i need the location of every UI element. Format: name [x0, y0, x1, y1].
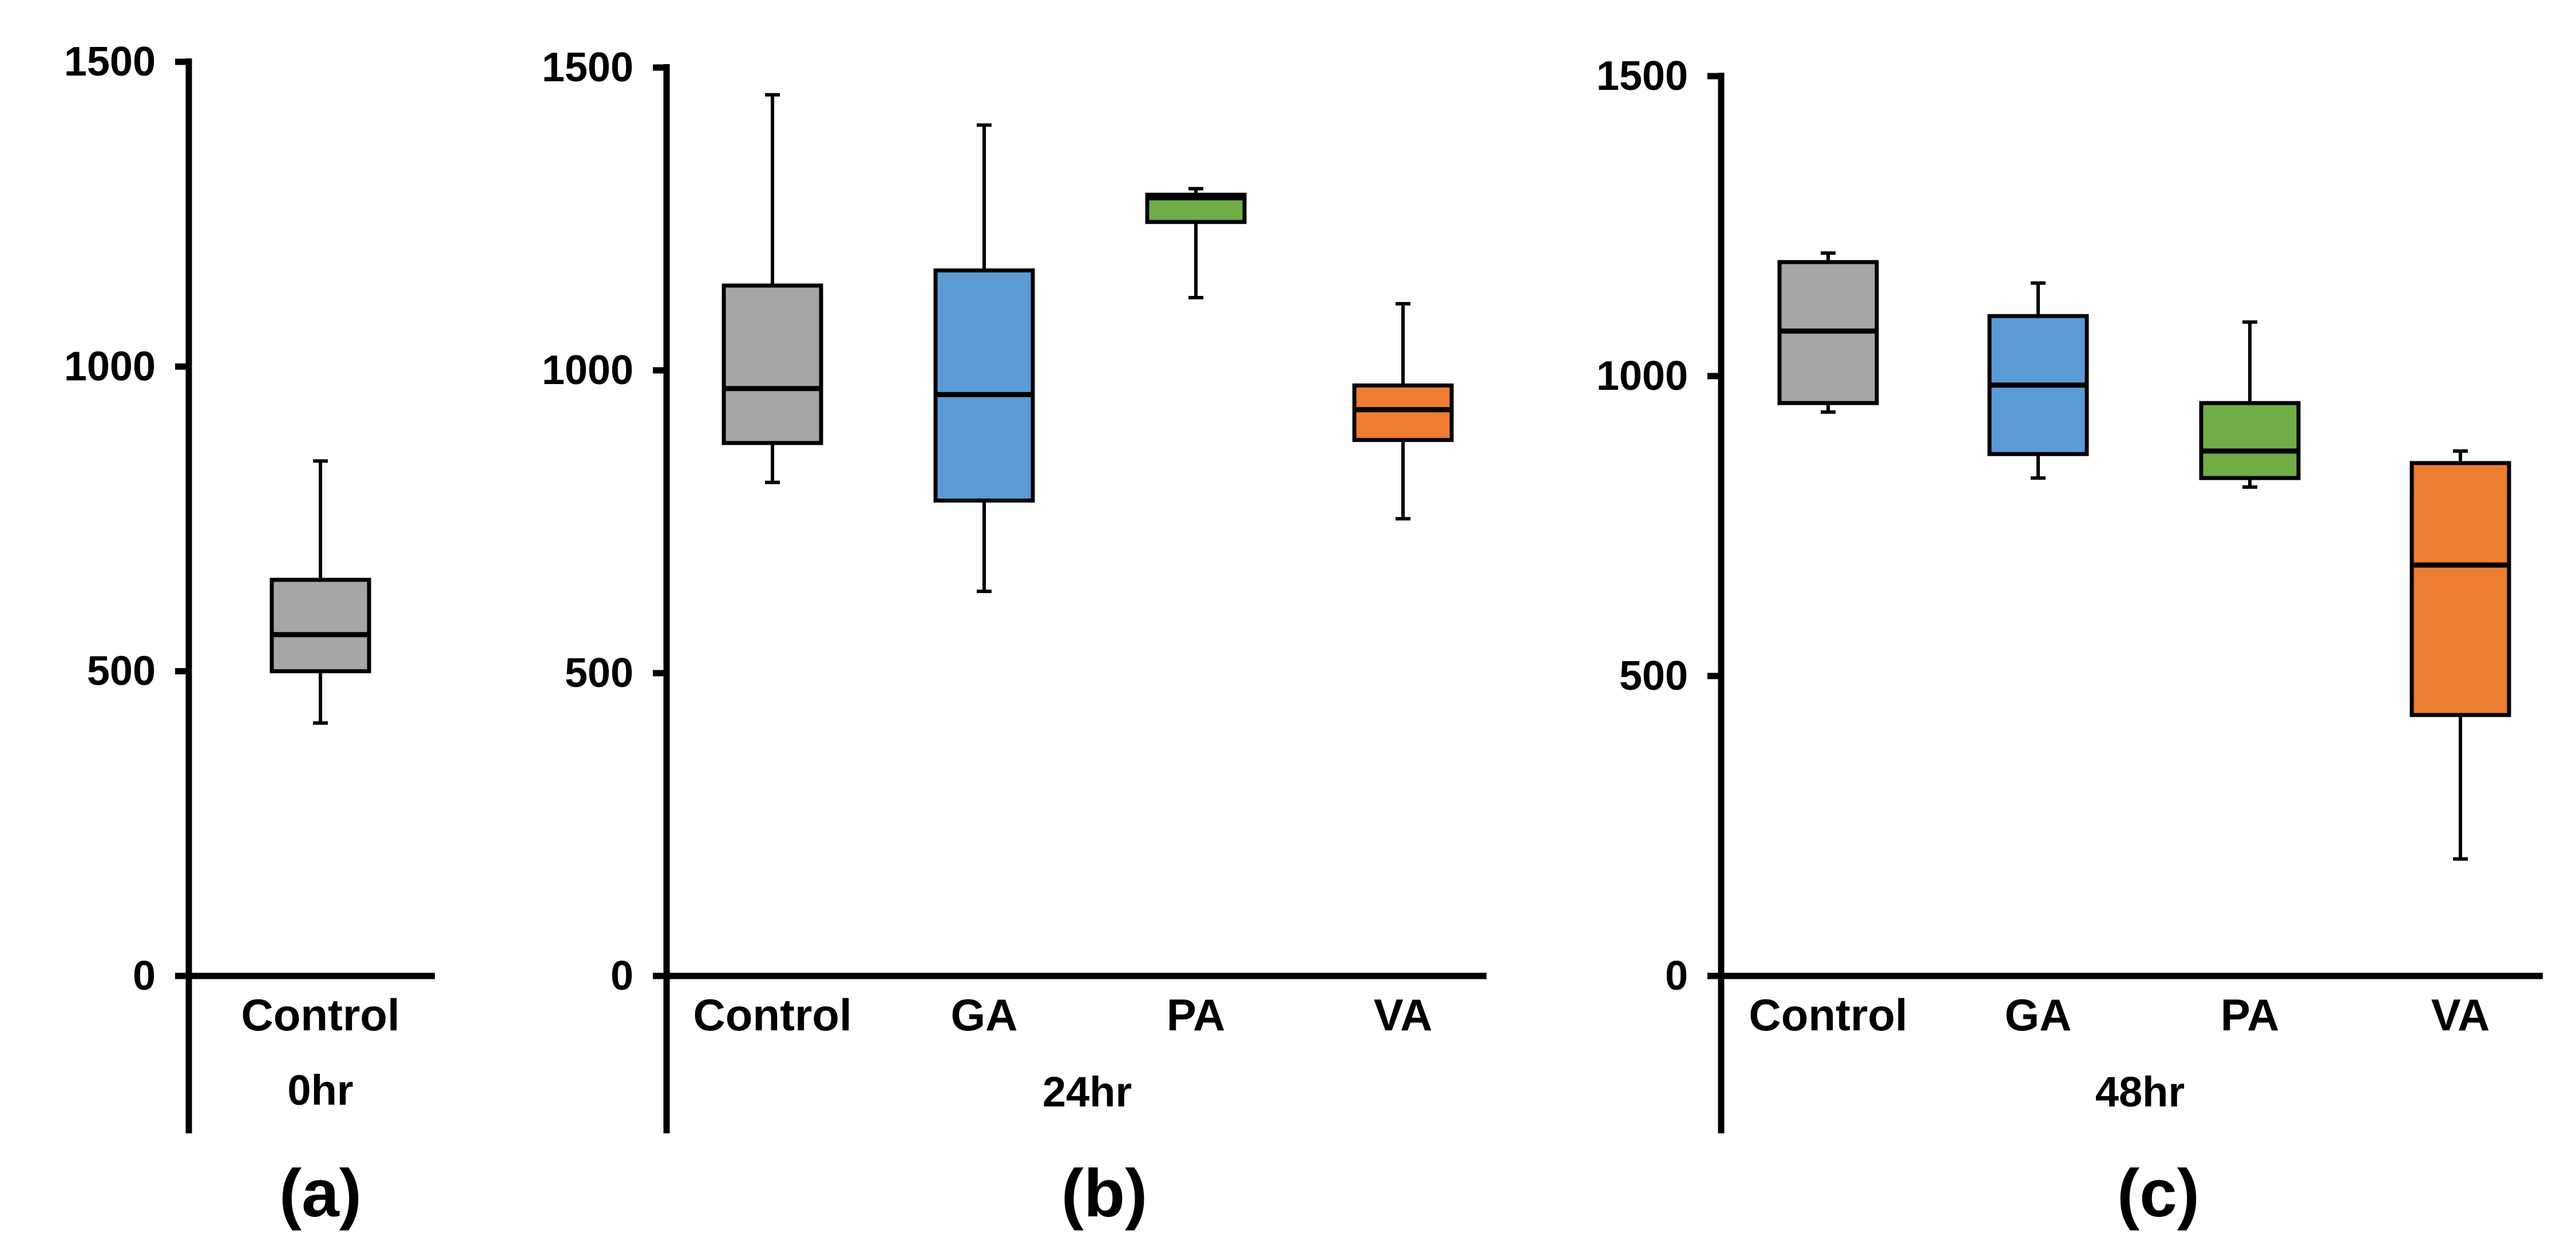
y-tick-label: 1000: [1596, 353, 1688, 399]
category-label: Control: [241, 990, 399, 1040]
chart-panel-1: 0 500 1000 1500 Control GA PA VA 24hr (b): [542, 45, 1487, 1231]
category-label: VA: [1374, 990, 1433, 1040]
y-tick-label: 1500: [542, 45, 633, 90]
y-tick-label: 1500: [1596, 53, 1688, 99]
y-tick-label: 0: [1665, 953, 1688, 999]
box-ga: [1987, 281, 2089, 480]
box-pa: [2199, 320, 2301, 489]
box-ga: [933, 123, 1035, 594]
category-label: VA: [2431, 990, 2490, 1040]
panel-label: (c): [2117, 1156, 2199, 1231]
category-label: Control: [1749, 990, 1907, 1040]
box-va: [1352, 302, 1454, 521]
x-axis-title: 48hr: [2095, 1068, 2185, 1116]
category-label: PA: [2221, 990, 2280, 1040]
x-axis-title: 0hr: [287, 1066, 353, 1114]
box-control: [722, 93, 823, 484]
y-tick-label: 500: [1619, 653, 1688, 699]
panel-label: (a): [279, 1156, 362, 1231]
box-rect: [2199, 401, 2301, 480]
box-rect: [2409, 461, 2511, 717]
box-rect: [933, 268, 1035, 503]
category-label: GA: [2005, 990, 2072, 1040]
category-label: GA: [951, 990, 1018, 1040]
y-tick-label: 1500: [64, 39, 156, 85]
y-tick-label: 500: [565, 650, 633, 696]
chart-panel-2: 0 500 1000 1500 Control GA PA VA 48hr (c): [1596, 53, 2543, 1231]
category-label: PA: [1167, 990, 1226, 1040]
panel-label: (b): [1061, 1156, 1148, 1231]
box-control: [270, 459, 371, 725]
box-control: [1777, 251, 1879, 414]
x-axis-title: 24hr: [1043, 1068, 1132, 1116]
box-rect: [270, 578, 371, 674]
box-pa: [1145, 187, 1247, 300]
y-tick-label: 1000: [64, 343, 156, 389]
box-va: [2409, 449, 2511, 861]
box-rect: [1352, 383, 1454, 442]
y-tick-label: 0: [133, 953, 156, 999]
y-tick-label: 0: [611, 953, 633, 999]
y-tick-label: 1000: [542, 347, 633, 393]
chart-panel-0: 0 500 1000 1500 Control 0hr (a): [64, 39, 435, 1231]
box-rect: [722, 283, 823, 445]
category-label: Control: [693, 990, 851, 1040]
y-tick-label: 500: [87, 649, 156, 694]
